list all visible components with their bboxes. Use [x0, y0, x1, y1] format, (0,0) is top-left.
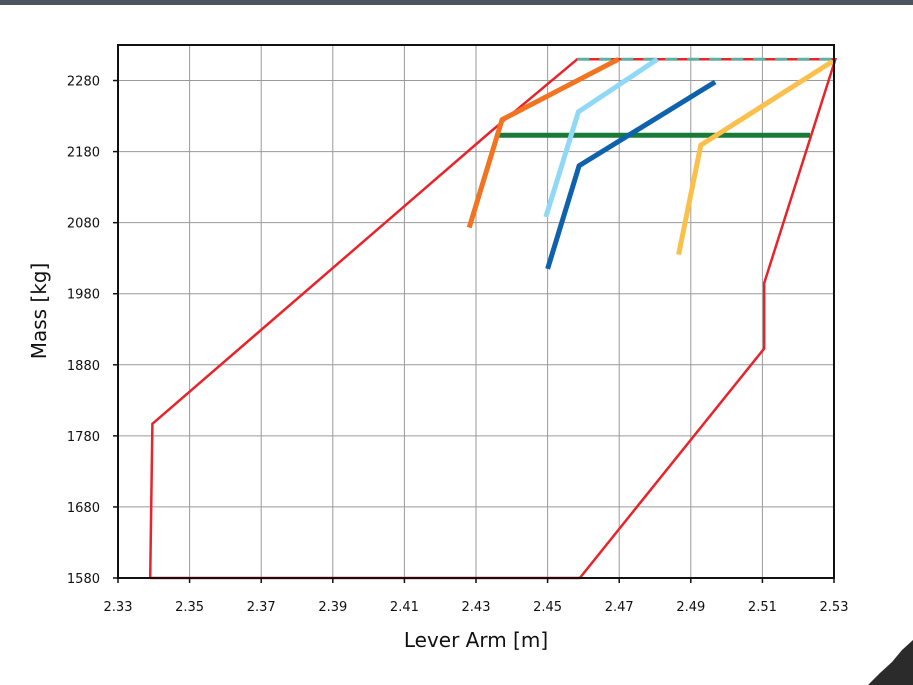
x-tick-label: 2.45 — [533, 600, 562, 615]
x-tick-label: 2.35 — [175, 600, 204, 615]
series-line — [543, 57, 659, 218]
y-tick-label: 2080 — [67, 217, 100, 232]
x-tick-label: 2.39 — [318, 600, 347, 615]
corner-decoration — [868, 640, 913, 685]
series-group — [148, 56, 838, 580]
x-tick-label: 2.47 — [605, 600, 634, 615]
top-border-bar — [0, 0, 913, 5]
series-line — [466, 56, 620, 229]
y-tick-label: 1880 — [67, 359, 100, 374]
x-tick-label: 2.41 — [390, 600, 419, 615]
x-tick-label: 2.49 — [676, 600, 705, 615]
x-tick-label: 2.51 — [748, 600, 777, 615]
x-axis-title: Lever Arm [m] — [404, 628, 548, 652]
tick-labels: 2.33 2.35 2.37 2.39 2.41 2.43 2.45 2.47 2.49 2.51… — [67, 75, 849, 615]
y-tick-label: 1580 — [67, 572, 100, 587]
x-tick-label: 2.53 — [820, 600, 849, 615]
series-line — [676, 59, 834, 256]
y-tick-label: 1680 — [67, 501, 100, 516]
y-tick-label: 2180 — [67, 146, 100, 161]
envelope-line — [148, 57, 838, 580]
y-tick-label: 1780 — [67, 430, 100, 445]
y-axis-title: Mass [kg] — [27, 263, 51, 360]
x-tick-label: 2.43 — [462, 600, 491, 615]
x-tick-label: 2.37 — [247, 600, 276, 615]
x-tick-label: 2.33 — [104, 600, 133, 615]
y-tick-label: 1980 — [67, 288, 100, 303]
y-tick-label: 2280 — [67, 75, 100, 90]
series-line — [545, 79, 717, 270]
